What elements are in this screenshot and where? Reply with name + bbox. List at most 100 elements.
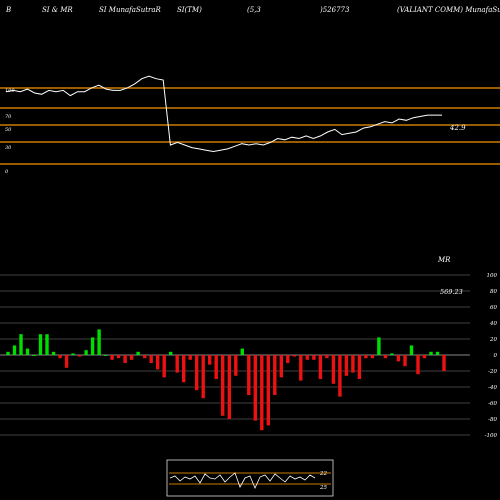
- mrsi-bar: [357, 355, 362, 379]
- header-col3: SI MunafaSutraR: [99, 6, 161, 14]
- mrsi-bar: [103, 355, 108, 356]
- mrsi-bar: [38, 334, 43, 355]
- mrsi-bar: [12, 345, 17, 355]
- mini-line: [169, 472, 316, 490]
- mrsi-bar: [6, 351, 10, 355]
- mrsi-y-tick-label: -40: [488, 385, 497, 391]
- mrsi-bar: [383, 355, 388, 359]
- mrsi-bar: [344, 355, 349, 376]
- mrsi-bar: [175, 355, 179, 373]
- header-col1: B: [6, 6, 12, 14]
- mrsi-bar: [19, 334, 23, 355]
- mrsi-bar: [110, 355, 114, 360]
- mrsi-bar: [156, 355, 160, 370]
- mrsi-bar: [221, 355, 225, 416]
- rsi-level-label-70: 70: [5, 114, 12, 120]
- mrsi-bar: [182, 355, 186, 383]
- mrsi-bar: [32, 355, 36, 356]
- mini-upper-label: 22: [319, 471, 327, 477]
- mrsi-y-tick-label: 40: [489, 321, 497, 327]
- mrsi-bar: [149, 355, 153, 363]
- mrsi-y-tick-label: -60: [488, 401, 497, 407]
- mrsi-bar: [286, 355, 290, 363]
- mrsi-bar: [435, 351, 440, 355]
- mrsi-bar: [396, 355, 401, 362]
- mrsi-bar: [390, 353, 394, 355]
- mrsi-bar: [45, 334, 49, 355]
- mrsi-bar: [370, 355, 375, 359]
- mrsi-y-tick-label: 60: [490, 305, 497, 311]
- rsi-level-label-0: 0: [5, 169, 9, 175]
- mini-panel-frame: [166, 459, 334, 497]
- mrsi-bar: [325, 355, 329, 359]
- header-col7: (VALIANT COMM) MunafaSutra.com: [397, 6, 500, 14]
- mrsi-bar: [442, 355, 446, 371]
- header-col4: SI(TM): [177, 6, 202, 14]
- mrsi-y-tick-label: 20: [489, 337, 497, 343]
- mrsi-bar: [312, 355, 316, 360]
- header-col2: SI & MR: [42, 6, 73, 14]
- mrsi-bar: [234, 355, 238, 376]
- mrsi-bar: [162, 355, 166, 378]
- header-col5: (5,3: [247, 6, 261, 14]
- mrsi-title: MR: [437, 256, 451, 264]
- rsi-level-label-30: 30: [5, 145, 12, 151]
- mrsi-bar: [84, 350, 88, 355]
- mrsi-bar: [318, 355, 323, 379]
- mrsi-bar: [429, 351, 433, 355]
- mrsi-y-tick-label: 100: [487, 273, 498, 279]
- mrsi-bar: [71, 353, 75, 355]
- mrsi-bar: [292, 355, 296, 357]
- mrsi-bar: [143, 355, 147, 359]
- mrsi-bar: [273, 355, 277, 395]
- mrsi-bar: [253, 355, 257, 421]
- mrsi-bar: [403, 355, 407, 367]
- mrsi-bar: [227, 355, 231, 419]
- mini-lower-label: 25: [319, 485, 327, 491]
- rsi-last-value: 42.9: [449, 124, 466, 132]
- mrsi-bar: [364, 355, 368, 359]
- mrsi-bar: [247, 355, 251, 395]
- mrsi-bar: [90, 337, 95, 355]
- mrsi-bar: [299, 355, 303, 381]
- mrsi-bar: [64, 355, 69, 368]
- mrsi-bar: [188, 355, 192, 360]
- mrsi-last-value: 569.23: [440, 288, 463, 296]
- mrsi-bar: [279, 355, 283, 378]
- mrsi-bar: [331, 355, 336, 384]
- mrsi-bar: [77, 355, 82, 357]
- mrsi-bar: [266, 355, 270, 426]
- mrsi-bar: [409, 345, 414, 355]
- mrsi-bar: [58, 355, 62, 359]
- mrsi-bar: [25, 348, 30, 355]
- mrsi-bar: [169, 351, 173, 355]
- mrsi-bar: [214, 355, 218, 379]
- mrsi-bar: [338, 355, 342, 397]
- mrsi-bar: [97, 329, 101, 355]
- mrsi-y-tick-label: 80: [490, 289, 497, 295]
- mrsi-bar: [51, 351, 56, 355]
- mrsi-y-tick-label: -20: [488, 369, 497, 375]
- mrsi-y-tick-label: -80: [488, 417, 497, 423]
- mrsi-bar: [260, 355, 264, 431]
- mrsi-bar: [351, 355, 355, 373]
- mrsi-bar: [377, 337, 381, 355]
- header-col6: )526773: [320, 6, 350, 14]
- mrsi-bar: [129, 355, 134, 360]
- rsi-level-label-50: 50: [5, 127, 12, 133]
- mrsi-bar: [136, 351, 140, 355]
- mrsi-bar: [416, 355, 420, 375]
- mrsi-bar: [116, 355, 121, 359]
- mrsi-y-tick-label: 0: [494, 353, 498, 359]
- mrsi-bar: [240, 348, 244, 355]
- mrsi-bar: [123, 355, 127, 363]
- mrsi-bar: [422, 355, 427, 359]
- mrsi-bar: [195, 355, 199, 391]
- rsi-line: [5, 75, 442, 153]
- mrsi-bar: [305, 355, 309, 360]
- mrsi-bar: [208, 355, 212, 365]
- mrsi-bar: [201, 355, 205, 399]
- mrsi-y-tick-label: -100: [485, 433, 498, 439]
